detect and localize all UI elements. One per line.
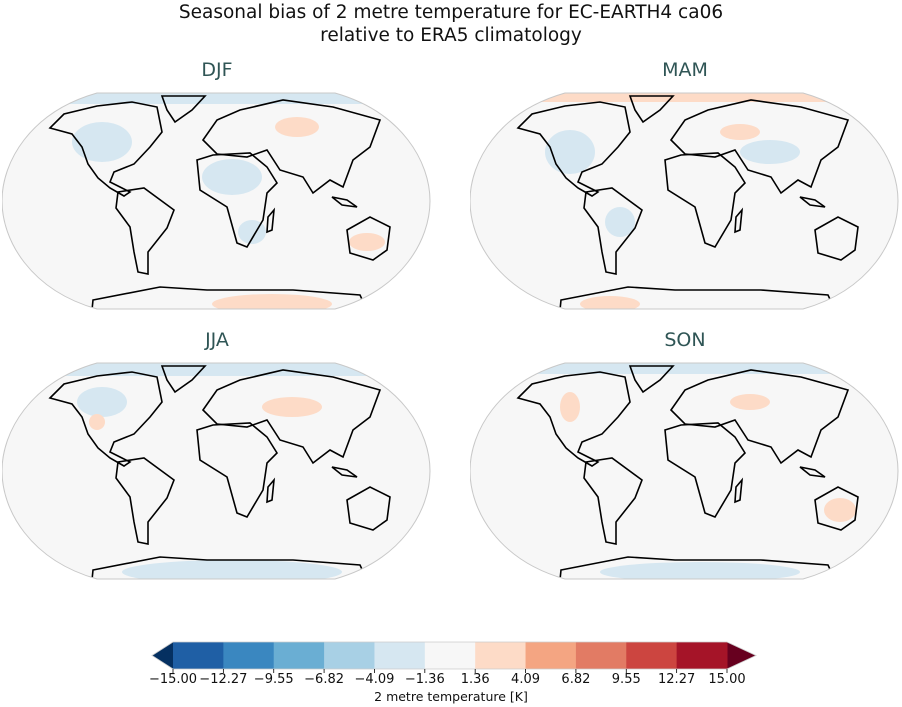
figure-title-line-2: relative to ERA5 climatology [320, 25, 582, 46]
colorbar-segment [475, 642, 527, 669]
colorbar-tick-label: −4.09 [354, 672, 395, 687]
colorbar-segment [525, 642, 577, 669]
colorbar-tick-label: −9.55 [253, 672, 294, 687]
colorbar [151, 641, 757, 673]
colorbar-segment [575, 642, 627, 669]
panel-title-djf: DJF [201, 59, 233, 81]
colorbar-segment [324, 642, 375, 669]
colorbar-segment [273, 642, 325, 669]
panel-title-jja: JJA [205, 329, 229, 351]
colorbar-segment [626, 642, 678, 669]
bias-region [212, 294, 332, 309]
colorbar-tick-label: −12.27 [199, 672, 248, 687]
colorbar-label: 2 metre temperature [K] [374, 689, 528, 704]
bias-region [730, 394, 770, 410]
colorbar-tick-label: −1.36 [404, 672, 445, 687]
figure-title-line-1: Seasonal bias of 2 metre temperature for… [178, 2, 724, 23]
colorbar-extend-high [727, 642, 756, 669]
map-mam [470, 92, 899, 310]
colorbar-tick-label: 1.36 [460, 672, 490, 687]
colorbar-tick-label: 4.09 [511, 672, 541, 687]
bias-region [545, 130, 595, 174]
panel-title-mam: MAM [662, 59, 708, 81]
colorbar-tick-label: −6.82 [304, 672, 344, 687]
bias-region [262, 397, 322, 417]
bias-region [740, 140, 800, 164]
colorbar-tick-label: 6.82 [561, 672, 591, 687]
bias-region [560, 392, 580, 422]
colorbar-segment [374, 642, 426, 669]
bias-region [72, 122, 132, 162]
map-djf [2, 92, 431, 310]
bias-region [202, 159, 262, 195]
panel-title-son: SON [664, 329, 706, 351]
map-jja [2, 362, 431, 580]
bias-region [580, 296, 640, 309]
colorbar-segment [424, 642, 476, 669]
map-son [470, 362, 899, 580]
colorbar-segment [223, 642, 275, 669]
colorbar-tick-label: −15.00 [148, 672, 198, 687]
bias-region [720, 124, 760, 140]
bias-region [77, 387, 127, 417]
bias-region [824, 498, 856, 522]
bias-region [122, 560, 342, 579]
bias-region [349, 233, 385, 251]
colorbar-tick-label: 12.27 [658, 672, 696, 687]
bias-region [600, 562, 800, 579]
colorbar-extend-low [152, 642, 173, 669]
colorbar-segment [173, 642, 224, 669]
colorbar-segment [676, 642, 728, 669]
colorbar-tick-label: 15.00 [708, 672, 746, 687]
colorbar-tick-label: 9.55 [611, 672, 641, 687]
bias-region [238, 220, 266, 244]
bias-region [605, 207, 635, 237]
bias-region [89, 414, 105, 430]
bias-region [275, 117, 319, 137]
